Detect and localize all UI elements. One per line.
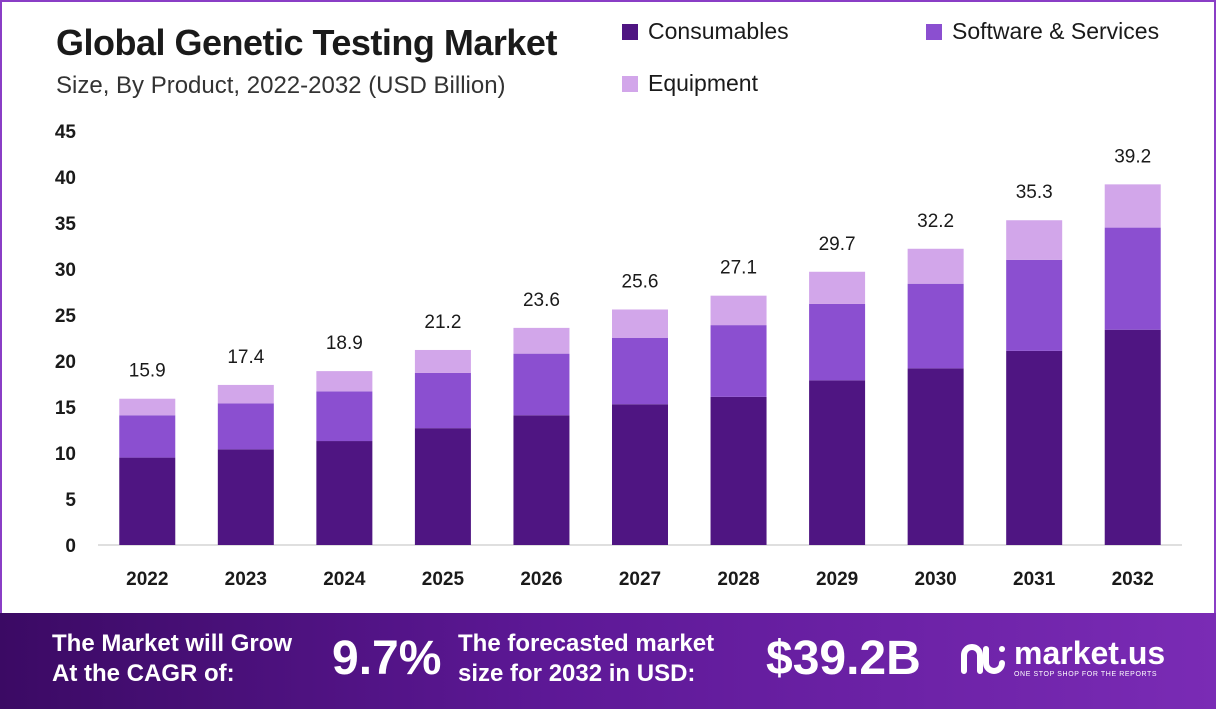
- y-tick-label: 10: [55, 444, 76, 465]
- bar-segment-equipment: [612, 309, 668, 338]
- bar-segment-equipment: [217, 384, 274, 404]
- bar-total-label: 17.4: [227, 347, 264, 368]
- bar-segment-equipment: [119, 398, 176, 416]
- chart-title: Global Genetic Testing Market: [56, 22, 557, 63]
- bar-segment-consumables: [1006, 350, 1063, 545]
- logo-tagline: ONE STOP SHOP FOR THE REPORTS: [1014, 671, 1158, 678]
- bar-segment-software-services: [907, 283, 964, 369]
- bar-segment-software-services: [1104, 227, 1161, 330]
- y-tick-label: 35: [55, 214, 77, 235]
- bar-total-label: 39.2: [1114, 146, 1151, 167]
- bar-segment-software-services: [612, 338, 668, 405]
- y-tick-label: 40: [55, 168, 76, 189]
- legend-label-equipment: Equipment: [648, 70, 758, 96]
- bar-total-label: 27.1: [720, 258, 757, 279]
- bar-total-label: 29.7: [819, 234, 856, 255]
- bar-segment-software-services: [217, 403, 274, 450]
- bar-total-label: 23.6: [523, 290, 560, 311]
- x-tick-label: 2024: [323, 569, 366, 590]
- bar-segment-consumables: [316, 441, 373, 545]
- cagr-caption-line1: The Market will Grow: [52, 630, 293, 657]
- forecast-caption: The forecasted market size for 2032 in U…: [458, 629, 714, 689]
- bar-segment-software-services: [809, 303, 866, 381]
- forecast-caption-line1: The forecasted market: [458, 630, 715, 657]
- bar-segment-consumables: [907, 368, 964, 545]
- bar-segment-consumables: [1104, 329, 1161, 545]
- y-tick-label: 30: [55, 260, 76, 281]
- bar-segment-equipment: [513, 327, 570, 354]
- bar-segment-equipment: [907, 248, 964, 284]
- stacked-bar-chart: 05101520253035404515.9202217.4202318.920…: [55, 122, 1182, 590]
- legend-label-consumables: Consumables: [648, 18, 789, 44]
- cagr-caption-line2: At the CAGR of:: [52, 660, 235, 687]
- bar-segment-equipment: [809, 271, 866, 304]
- y-tick-label: 25: [55, 306, 77, 327]
- bar-total-label: 25.6: [622, 271, 659, 292]
- bar-segment-equipment: [414, 349, 471, 373]
- bar-segment-equipment: [710, 295, 767, 326]
- x-tick-label: 2029: [816, 569, 858, 590]
- bar-total-label: 35.3: [1016, 182, 1053, 203]
- legend-swatch-equipment: [622, 75, 638, 92]
- y-tick-label: 5: [65, 490, 76, 511]
- logo-text: market.us ONE STOP SHOP FOR THE REPORTS: [1014, 637, 1165, 678]
- cagr-caption: The Market will Grow At the CAGR of:: [52, 629, 292, 689]
- bar-segment-equipment: [1104, 184, 1161, 228]
- market-us-logo: market.us ONE STOP SHOP FOR THE REPORTS: [960, 637, 1165, 678]
- x-tick-label: 2027: [619, 569, 661, 590]
- bar-total-label: 15.9: [129, 361, 166, 382]
- x-tick-label: 2025: [422, 569, 465, 590]
- chart-subtitle: Size, By Product, 2022-2032 (USD Billion…: [56, 72, 506, 99]
- x-tick-label: 2028: [717, 569, 759, 590]
- bar-segment-software-services: [119, 415, 176, 458]
- bar-segment-consumables: [414, 428, 471, 545]
- x-tick-label: 2023: [225, 569, 267, 590]
- x-tick-label: 2026: [520, 569, 562, 590]
- bar-total-label: 18.9: [326, 333, 363, 354]
- bar-segment-software-services: [414, 372, 471, 429]
- legend-swatch-consumables: [622, 23, 638, 40]
- legend-swatch-software-services: [926, 23, 942, 40]
- legend-item-equipment: Equipment: [622, 70, 758, 97]
- footer-banner: The Market will Grow At the CAGR of: 9.7…: [0, 613, 1216, 709]
- bar-segment-consumables: [809, 380, 866, 545]
- legend-item-software-services: Software & Services: [926, 18, 1159, 45]
- x-tick-label: 2030: [914, 569, 956, 590]
- bar-segment-consumables: [217, 449, 274, 545]
- x-tick-label: 2022: [126, 569, 168, 590]
- legend-item-consumables: Consumables: [622, 18, 789, 45]
- logo-name: market.us: [1014, 635, 1166, 671]
- bar-segment-consumables: [513, 415, 570, 545]
- bar-total-label: 32.2: [917, 211, 954, 232]
- y-tick-label: 20: [55, 352, 76, 373]
- y-tick-label: 45: [55, 122, 77, 143]
- forecast-value: $39.2B: [766, 632, 921, 685]
- bar-segment-consumables: [710, 396, 767, 545]
- bar-segment-consumables: [119, 457, 176, 545]
- bar-segment-equipment: [1006, 220, 1063, 260]
- cagr-value: 9.7%: [332, 632, 442, 685]
- x-tick-label: 2032: [1112, 569, 1154, 590]
- bar-segment-software-services: [1006, 259, 1063, 351]
- x-tick-label: 2031: [1013, 569, 1056, 590]
- y-tick-label: 15: [55, 398, 77, 419]
- market-us-logo-icon: [961, 643, 1005, 674]
- forecast-caption-line2: size for 2032 in USD:: [458, 660, 696, 687]
- bar-total-label: 21.2: [424, 312, 461, 333]
- bar-segment-software-services: [316, 391, 373, 442]
- y-tick-label: 0: [65, 536, 76, 557]
- legend-label-software-services: Software & Services: [952, 18, 1160, 44]
- bar-segment-software-services: [513, 353, 570, 416]
- bar-segment-consumables: [612, 404, 668, 545]
- bar-segment-software-services: [710, 325, 767, 397]
- bar-segment-equipment: [316, 371, 373, 392]
